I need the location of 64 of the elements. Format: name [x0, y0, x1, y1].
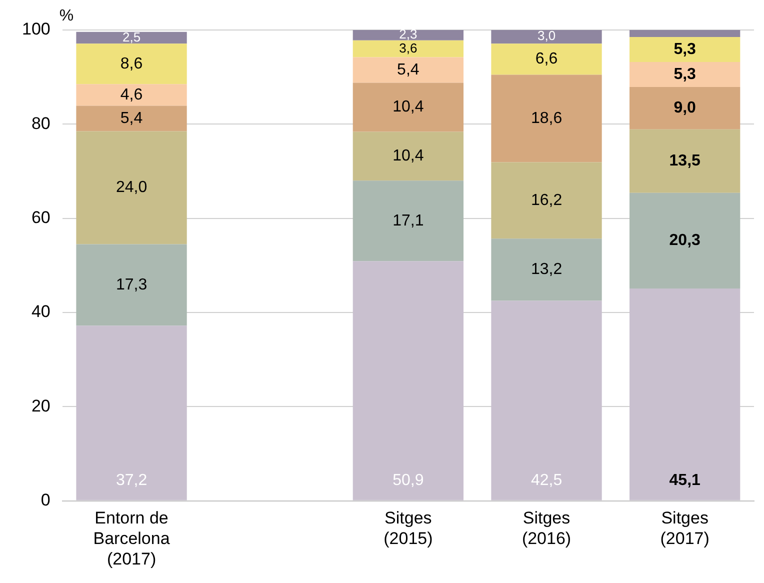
bar: [76, 44, 187, 84]
data-label: 9,0: [674, 100, 696, 117]
y-tick-label: 60: [31, 208, 50, 228]
data-label: 37,2: [116, 472, 148, 490]
bar: [76, 244, 187, 326]
bar: [491, 300, 602, 500]
bar: [491, 30, 602, 44]
bar: [76, 326, 187, 500]
bar: [352, 261, 464, 500]
y-axis-title: %: [59, 7, 74, 24]
bar: [352, 40, 464, 58]
bar: [630, 129, 740, 193]
bar: [491, 238, 602, 301]
bar: [630, 86, 740, 130]
bar: [630, 288, 740, 500]
data-label: 20,3: [669, 232, 701, 250]
y-tick-label: 0: [40, 490, 50, 510]
bar: [630, 62, 740, 87]
bar: [76, 32, 187, 44]
bar: [76, 106, 187, 132]
bar: [76, 84, 187, 106]
data-label: 10,4: [392, 98, 424, 116]
data-label: 13,5: [669, 152, 701, 170]
data-label: 16,2: [530, 192, 562, 209]
data-label: 8,6: [120, 55, 143, 72]
bar: [630, 192, 740, 288]
data-label: 45,1: [669, 472, 701, 490]
bar: [352, 82, 464, 132]
data-label: 5,4: [120, 110, 143, 127]
bar: [76, 131, 187, 244]
x-tick-label: Sitges (2015): [384, 508, 433, 548]
bar: [352, 132, 464, 181]
data-label: 17,3: [116, 276, 148, 294]
bar: [491, 74, 602, 162]
bar: [352, 30, 464, 40]
data-label: 5,4: [397, 61, 420, 78]
data-label: 18,6: [530, 110, 562, 127]
data-label: 42,5: [530, 472, 562, 490]
x-tick-label: Sitges (2017): [660, 508, 710, 548]
y-tick-label: 80: [31, 114, 50, 133]
data-label: 5,3: [674, 66, 696, 83]
data-label: 5,3: [674, 40, 696, 58]
bar: [630, 37, 740, 62]
bar: [630, 30, 740, 38]
y-tick-label: 40: [31, 302, 50, 322]
bar: [352, 57, 464, 83]
bar: [491, 44, 602, 75]
data-label: 2,3: [399, 26, 418, 42]
data-label: 24,0: [116, 179, 148, 196]
data-label: 3,0: [537, 28, 556, 44]
data-label: 10,4: [392, 148, 424, 165]
y-tick-label: 20: [31, 396, 50, 416]
data-label: 6,6: [535, 50, 558, 68]
data-label: 2,5: [122, 29, 141, 44]
data-label: 4,6: [120, 86, 143, 104]
data-label: 17,1: [392, 212, 424, 230]
data-label: 13,2: [530, 261, 562, 278]
y-tick-label: 100: [22, 20, 50, 39]
data-label: 3,6: [399, 40, 418, 56]
x-tick-label: Sitges (2016): [522, 508, 572, 548]
bar: [491, 162, 602, 239]
bar: [352, 180, 464, 262]
data-label: 50,9: [392, 472, 424, 490]
x-tick-label: Entorn de Barcelona (2017): [93, 508, 170, 568]
